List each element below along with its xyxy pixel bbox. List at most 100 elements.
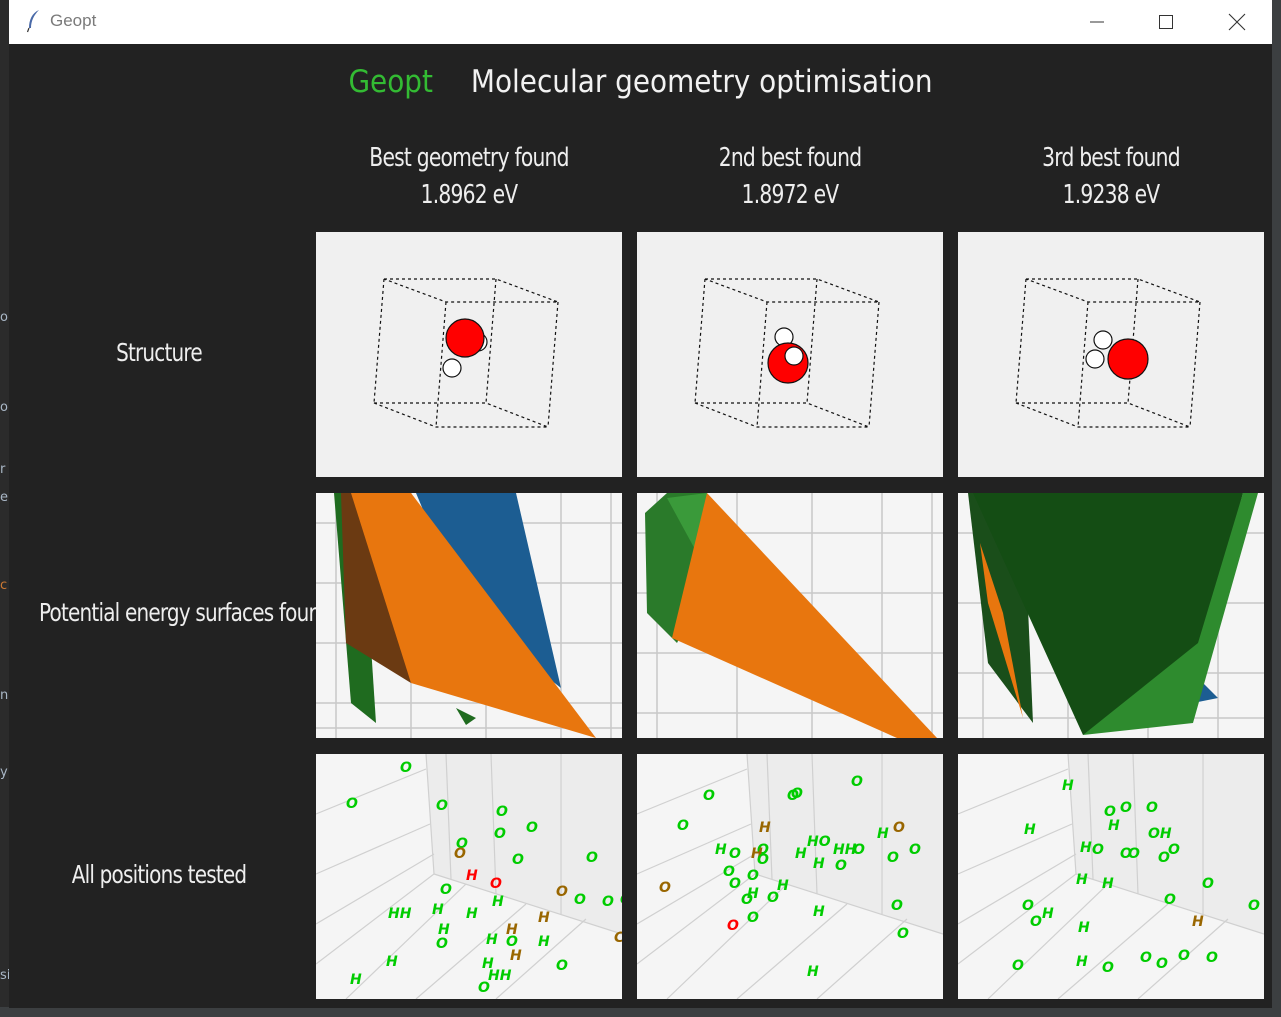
column-title: 2nd best found [718,143,862,173]
positions-plot-third: H O O O H H OH H O O H O O O H O O O H O O H H O O H O O O O [958,754,1264,999]
hydrogen-position-label: H [466,868,478,884]
surface-facet [456,708,476,725]
oxygen-position-label: O [747,868,759,884]
hydrogen-position-label: H [1042,906,1054,922]
oxygen-position-label: O [512,852,524,868]
oxygen-position-label: O [494,826,506,842]
hydrogen-position-label: HO [807,834,831,850]
oxygen-position-label: O [897,926,909,942]
structure-plot-best [316,232,622,477]
positions-plot-second: O O O O O H O H H O HO H O O O O H HH O O O O H O O H O O H O O H O H O [637,754,943,999]
background-status-strip [0,1007,1281,1017]
oxygen-position-label: O [723,864,735,880]
oxygen-position-label: O [757,852,769,868]
surface-facet [351,493,596,738]
oxygen-position-label: O [1104,804,1116,820]
hydrogen-position-label: H [386,954,398,970]
hydrogen-position-label: H [715,842,727,858]
column-energy: 1.9238 eV [1062,180,1161,210]
app-subtitle: Molecular geometry optimisation [470,64,933,100]
hydrogen-atom [784,346,804,366]
oxygen-position-label: O [1168,842,1180,858]
oxygen-position-label: O [835,858,847,874]
oxygen-position-label: O [556,958,568,974]
hydrogen-position-label: H [1076,872,1088,888]
oxygen-position-label: O [677,818,689,834]
row-label-structure: Structure [116,338,203,367]
hydrogen-position-label: H [1102,876,1114,892]
oxygen-position-label: O [887,850,899,866]
hydrogen-position-label: HH [388,906,412,922]
oxygen-position-label: O [853,842,865,858]
hydrogen-position-label: H [1108,818,1120,834]
hydrogen-atom [1093,330,1113,350]
column-header-third: 3rd best found 1.9238 eV [992,140,1231,214]
hydrogen-atom [1085,349,1105,369]
oxygen-position-label: O [1206,950,1218,966]
hydrogen-atom [442,358,462,378]
hydrogen-position-label: H [759,820,771,836]
hydrogen-position-label: H [813,856,825,872]
oxygen-position-label: O [1120,846,1132,862]
hydrogen-position-label: H [1062,778,1074,794]
oxygen-position-label: O [747,910,759,926]
hydrogen-position-label: H [751,846,763,862]
feather-icon [26,10,39,33]
surface-facet [672,493,937,738]
energy-surface-plot-third [958,493,1264,738]
oxygen-position-label: O [1248,898,1260,914]
surface-facet [980,543,1023,718]
positions-plot-best: OOOOOOOOOHOOOHOOOOHHHHHHHOHOHHCHHHHOHO [316,754,622,999]
minimize-icon [1090,21,1104,23]
oxygen-atom [445,318,485,358]
hydrogen-position-label: H [807,964,819,980]
oxygen-position-label: O [440,882,452,898]
column-energy: 1.8972 eV [741,180,840,210]
maximize-icon [1159,15,1173,29]
hydrogen-position-label: H [747,886,759,902]
row-label-energy-surfaces: Potential energy surfaces found [39,598,333,627]
column-title: Best geometry found [369,143,569,173]
oxygen-position-label: O [757,842,769,858]
hydrogen-position-label: H [1192,914,1204,930]
oxygen-position-label: O [1158,850,1170,866]
oxygen-position-label: O [659,880,671,896]
background-window-edge [1271,0,1281,1017]
energy-surface-plot-best [316,493,622,738]
hydrogen-position-label: H [1078,920,1090,936]
maximize-button[interactable] [1131,0,1201,44]
oxygen-position-label: O [1140,950,1152,966]
oxygen-position-label: O [586,850,598,866]
oxygen-position-label: O [496,804,508,820]
hydrogen-position-label: HH [488,968,512,984]
oxygen-position-label: O [620,892,622,908]
oxygen-position-label: O [506,934,518,950]
minimize-button[interactable] [1062,0,1132,44]
column-energy: 1.8962 eV [420,180,519,210]
geopt-window: Geopt Geopt Molecular geometry optimisati… [9,0,1272,1008]
oxygen-position-label: O [556,884,568,900]
hydrogen-position-label: H [492,894,504,910]
row-label-positions: All positions tested [71,860,247,889]
hydrogen-position-label: H [795,846,807,862]
hydrogen-position-label: HH [833,842,857,858]
oxygen-position-label: O [787,788,799,804]
oxygen-position-label: O [454,846,466,862]
hydrogen-position-label: H [538,910,550,926]
oxygen-position-label: O [1092,842,1104,858]
unit-cell-box [694,278,880,428]
surface-facet [416,493,561,688]
oxygen-position-label: O [436,798,448,814]
close-button[interactable] [1202,0,1272,44]
oxygen-position-label: O [909,842,921,858]
oxygen-position-label: O [490,876,502,892]
oxygen-position-label: O [1164,892,1176,908]
column-header-best: Best geometry found 1.8962 eV [350,140,589,214]
title-bar[interactable]: Geopt [9,0,1272,44]
oxygen-position-label: O [1128,846,1140,862]
oxygen-position-label: O [1146,800,1158,816]
oxygen-position-label: O [703,788,715,804]
oxygen-position-label: O [456,836,468,852]
hydrogen-position-label: H [506,922,518,938]
